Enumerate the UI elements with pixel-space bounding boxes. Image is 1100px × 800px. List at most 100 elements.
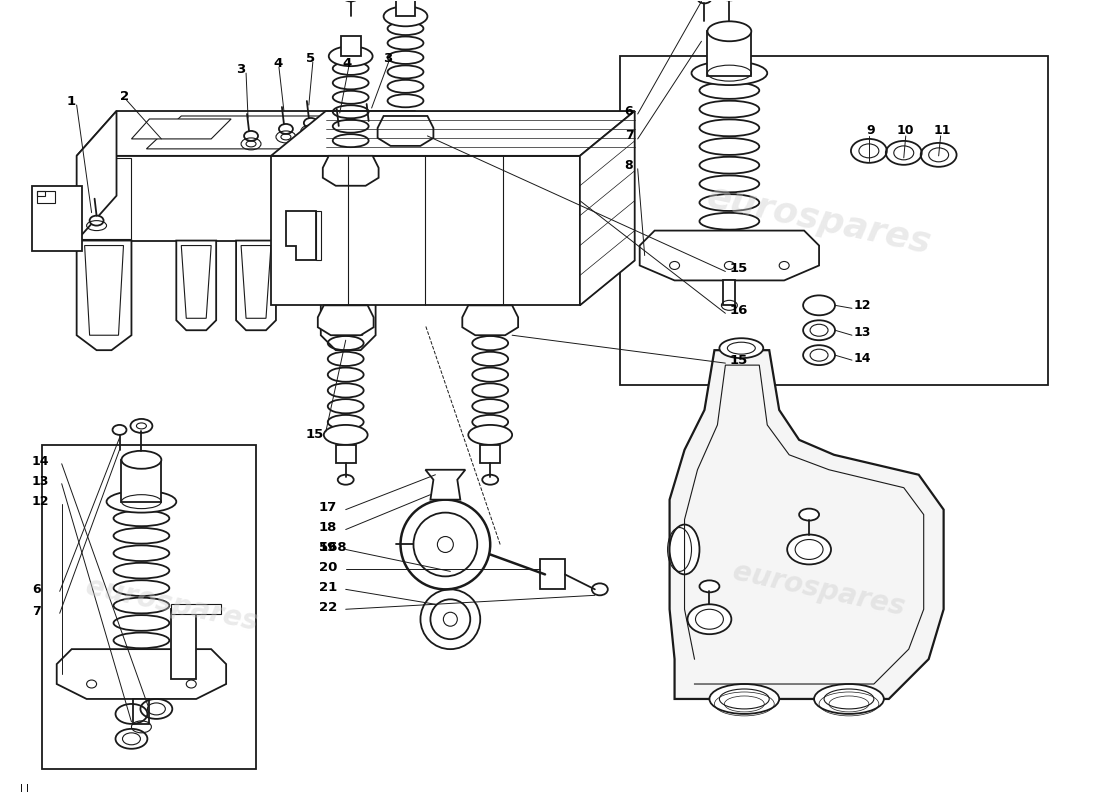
Bar <box>316 210 321 261</box>
Bar <box>42 445 256 769</box>
Text: 5: 5 <box>306 52 315 65</box>
Ellipse shape <box>244 131 258 141</box>
Text: 6: 6 <box>32 583 41 596</box>
Ellipse shape <box>107 490 176 513</box>
Ellipse shape <box>670 525 700 574</box>
Polygon shape <box>670 350 944 699</box>
Polygon shape <box>77 111 117 241</box>
Bar <box>481 445 500 462</box>
Text: 11: 11 <box>934 125 952 138</box>
Text: 2: 2 <box>120 90 129 102</box>
Text: 6: 6 <box>625 105 634 118</box>
Text: 1: 1 <box>67 94 76 107</box>
Text: 7: 7 <box>32 605 41 618</box>
Text: 16: 16 <box>729 304 748 317</box>
Ellipse shape <box>364 121 377 131</box>
Ellipse shape <box>333 126 348 136</box>
Text: 15: 15 <box>729 354 748 366</box>
Bar <box>707 31 751 76</box>
Bar <box>396 0 416 16</box>
Polygon shape <box>132 119 231 139</box>
Polygon shape <box>318 306 374 335</box>
Polygon shape <box>241 246 271 318</box>
Polygon shape <box>236 241 276 330</box>
Polygon shape <box>77 111 416 156</box>
Text: 20: 20 <box>319 561 338 574</box>
Ellipse shape <box>788 534 831 565</box>
Ellipse shape <box>710 684 779 714</box>
Polygon shape <box>322 156 378 186</box>
Ellipse shape <box>592 583 608 595</box>
Ellipse shape <box>89 216 103 226</box>
Ellipse shape <box>121 451 162 469</box>
Polygon shape <box>271 111 635 156</box>
Text: 18: 18 <box>319 521 338 534</box>
Ellipse shape <box>814 684 883 714</box>
Ellipse shape <box>329 46 373 66</box>
Ellipse shape <box>384 6 428 26</box>
Text: 13: 13 <box>854 326 871 338</box>
Text: 3: 3 <box>383 52 392 65</box>
Text: 17: 17 <box>319 501 337 514</box>
Bar <box>341 36 361 56</box>
Text: 9: 9 <box>867 125 876 138</box>
Bar <box>321 158 375 238</box>
Polygon shape <box>146 116 375 149</box>
Bar <box>121 460 162 502</box>
Ellipse shape <box>799 509 820 521</box>
Bar <box>133 699 150 724</box>
Bar <box>336 445 355 462</box>
Ellipse shape <box>338 474 354 485</box>
Ellipse shape <box>343 0 359 2</box>
Ellipse shape <box>469 425 513 445</box>
Polygon shape <box>77 241 132 350</box>
Text: 7: 7 <box>625 130 634 142</box>
Bar <box>36 190 55 202</box>
Ellipse shape <box>707 22 751 42</box>
Ellipse shape <box>131 419 153 433</box>
Text: 10: 10 <box>896 125 914 138</box>
Polygon shape <box>286 210 316 261</box>
Polygon shape <box>426 470 465 500</box>
Ellipse shape <box>719 338 763 358</box>
Text: 15: 15 <box>306 428 324 442</box>
Bar <box>77 158 132 238</box>
Bar <box>36 190 45 196</box>
Polygon shape <box>85 246 123 335</box>
Ellipse shape <box>279 124 293 134</box>
Ellipse shape <box>304 118 318 128</box>
Bar <box>32 186 81 250</box>
Text: 14: 14 <box>32 455 50 468</box>
Polygon shape <box>176 241 217 330</box>
Bar <box>724 281 736 306</box>
Text: 22: 22 <box>319 601 337 614</box>
Polygon shape <box>77 156 375 241</box>
Text: 21: 21 <box>319 581 337 594</box>
Text: I I: I I <box>20 784 29 794</box>
Text: 4: 4 <box>343 57 352 70</box>
Polygon shape <box>377 116 433 146</box>
Text: 14: 14 <box>854 352 871 365</box>
Text: 15: 15 <box>729 262 748 275</box>
Bar <box>172 604 221 614</box>
Polygon shape <box>580 111 635 306</box>
Polygon shape <box>540 559 565 590</box>
Polygon shape <box>182 246 211 318</box>
Text: eurospares: eurospares <box>730 558 908 622</box>
Ellipse shape <box>688 604 732 634</box>
Text: 3: 3 <box>236 62 245 76</box>
Polygon shape <box>462 306 518 335</box>
Text: 13: 13 <box>32 475 50 488</box>
Ellipse shape <box>112 425 126 435</box>
Bar <box>619 56 1048 385</box>
Text: 568: 568 <box>319 541 346 554</box>
Polygon shape <box>329 246 367 335</box>
Bar <box>172 610 196 679</box>
Ellipse shape <box>692 61 767 85</box>
Polygon shape <box>57 649 227 699</box>
Text: 19: 19 <box>319 541 337 554</box>
Text: 8: 8 <box>625 159 634 172</box>
Ellipse shape <box>482 474 498 485</box>
Ellipse shape <box>700 580 719 592</box>
Polygon shape <box>271 156 580 306</box>
